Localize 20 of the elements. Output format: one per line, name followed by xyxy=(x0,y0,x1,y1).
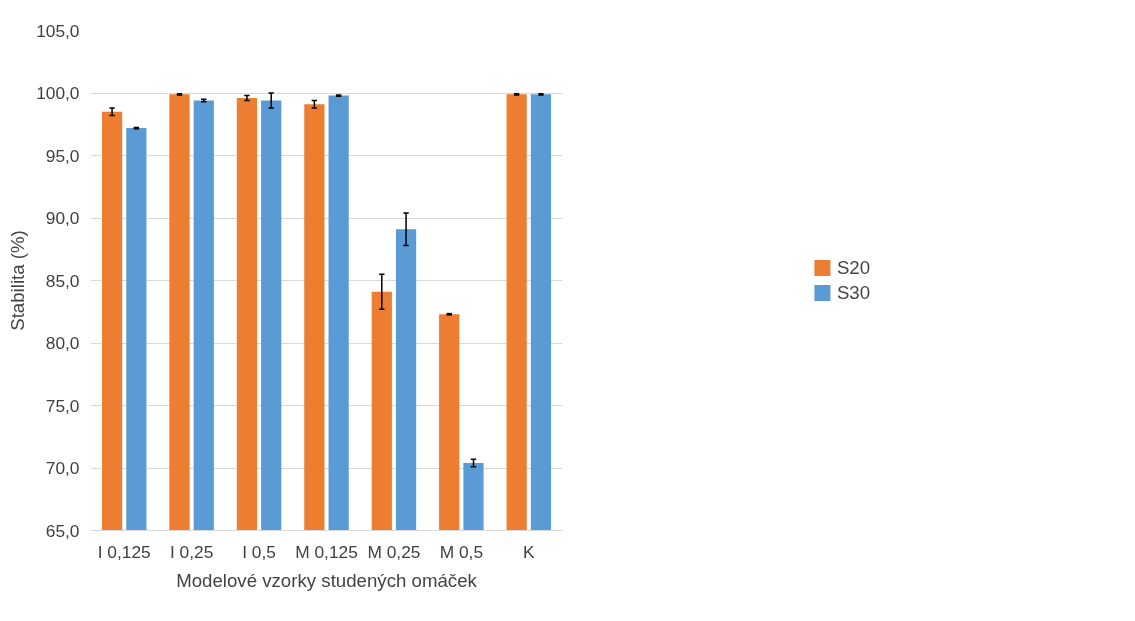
y-tick-label: 105,0 xyxy=(36,20,80,41)
y-tick-label: 65,0 xyxy=(45,520,80,541)
x-tick-label: I 0,25 xyxy=(169,541,214,562)
x-tick-label: I 0,5 xyxy=(242,541,276,562)
x-tick-label: M 0,25 xyxy=(367,541,421,562)
y-axis-title: Stabilita (%) xyxy=(7,230,29,331)
legend-label: S30 xyxy=(836,281,871,304)
y-tick-label: 95,0 xyxy=(45,145,80,166)
y-tick-label: 80,0 xyxy=(45,333,80,353)
y-tick-label: 85,0 xyxy=(45,270,80,291)
x-axis-title: Modelové vzorky studených omáček xyxy=(176,569,478,591)
y-tick-label: 75,0 xyxy=(45,395,80,416)
y-tick-label: 100,0 xyxy=(36,83,80,103)
x-tick-label: M 0,125 xyxy=(295,541,358,562)
x-tick-label: K xyxy=(523,541,536,562)
legend-label: S20 xyxy=(836,256,871,279)
x-tick-label: M 0,5 xyxy=(439,541,484,562)
y-tick-label: 70,0 xyxy=(45,458,80,478)
x-tick-label: I 0,125 xyxy=(97,541,151,562)
y-tick-label: 90,0 xyxy=(45,208,80,228)
